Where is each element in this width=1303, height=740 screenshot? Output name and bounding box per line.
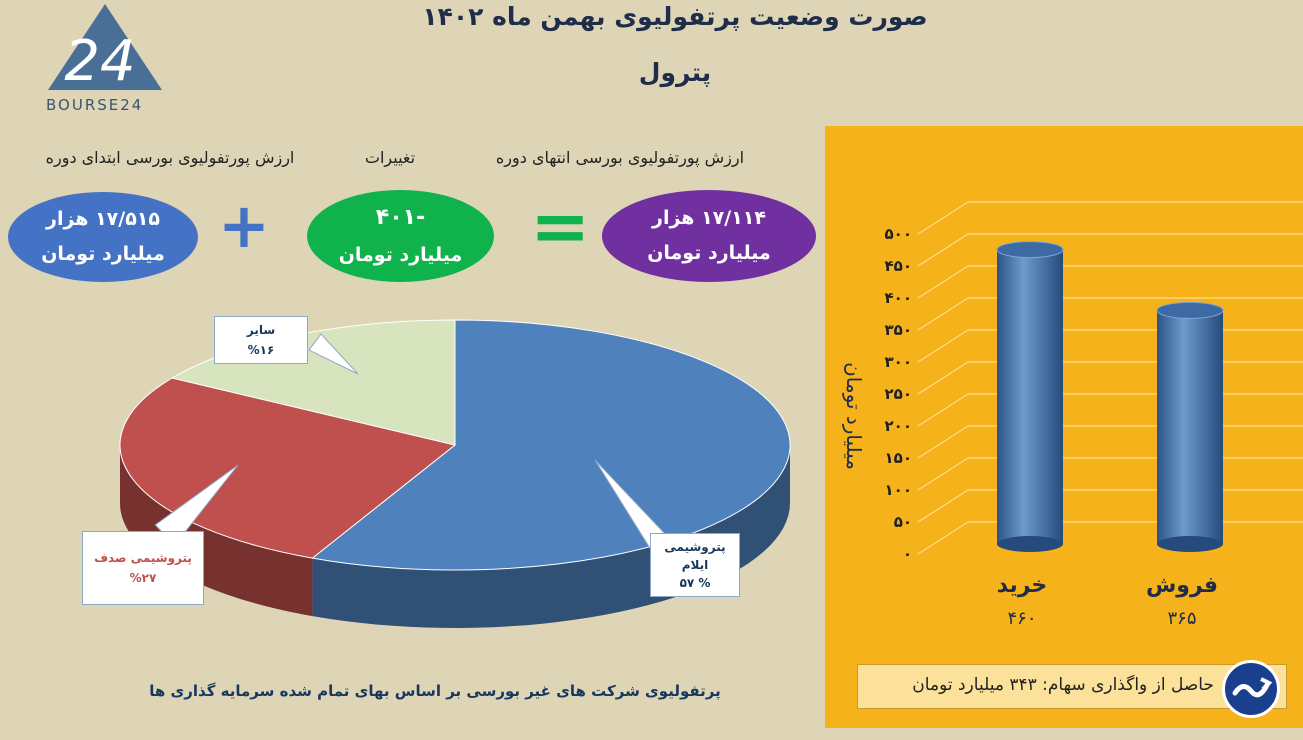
y-tick-label: ۵۰ <box>894 513 912 531</box>
end-label: ارزش پورتفولیوی بورسی انتهای دوره <box>495 148 745 167</box>
pie-slice-0 <box>311 319 791 571</box>
end-value: ۱۷/۱۱۴ هزار <box>652 207 766 230</box>
logo: 24 BOURSE24 <box>40 2 170 117</box>
plus-sign: + <box>218 189 270 262</box>
x-category-label: فروش <box>1146 573 1218 598</box>
logo-text: BOURSE24 <box>46 96 144 114</box>
grid-diag-10 <box>917 201 969 235</box>
y-tick-label: ۵۰۰ <box>885 225 912 243</box>
page-subtitle: پترول <box>638 58 712 87</box>
x-category-label: خرید <box>997 573 1048 598</box>
change-value-oval: -۴۰۱ میلیارد تومان <box>307 190 494 282</box>
y-tick-label: ۲۰۰ <box>885 417 912 435</box>
bottom-note: حاصل از واگذاری سهام: ۳۴۳ میلیارد تومان <box>912 675 1214 695</box>
change-unit: میلیارد تومان <box>338 243 463 266</box>
y-tick-label: ۴۰۰ <box>885 289 912 307</box>
bar-top-1 <box>1156 301 1224 319</box>
end-unit: میلیارد تومان <box>647 242 771 264</box>
callout-sadaf: پتروشیمی صدف %۲۷ <box>82 531 204 605</box>
callout-other: سایر %۱۶ <box>214 316 308 364</box>
bar-1 <box>1157 310 1223 544</box>
grid-diag-2 <box>917 457 969 491</box>
purchase-sale-panel <box>825 126 1303 728</box>
callout-other-name: سایر <box>246 322 276 337</box>
y-axis-title: میلیارد تومان <box>842 362 866 470</box>
grid-diag-6 <box>917 329 969 363</box>
page-title: صورت وضعیت پرتفولیوی بهمن ماه ۱۴۰۲ <box>422 2 928 31</box>
grid-diag-5 <box>917 361 969 395</box>
grid-diag-7 <box>917 297 969 331</box>
bar-value-label: ۳۶۵ <box>1167 608 1196 629</box>
bar-chart: ۰ ۵۰ ۱۰۰ ۱۵۰ ۲۰۰ ۲۵۰ ۳۰۰ ۳۵۰ ۴۰۰ ۴۵۰ ۵۰۰ میلیارد تو… <box>842 201 1303 629</box>
y-tick-label: ۱۵۰ <box>885 449 912 467</box>
callout-ilam-name-1: پتروشیمی <box>664 540 726 554</box>
y-tick-label: ۳۵۰ <box>885 321 912 339</box>
change-label: تغییرات <box>364 148 416 167</box>
grid-diag-4 <box>917 393 969 427</box>
bar-value-label: ۴۶۰ <box>1007 608 1036 629</box>
callout-ilam-name-2: ایلام <box>681 558 709 572</box>
y-tick-label: ۰ <box>903 545 912 563</box>
start-unit: میلیارد تومان <box>41 243 165 265</box>
start-label: ارزش پورتفولیوی بورسی ابتدای دوره <box>45 148 295 167</box>
callout-other-percent: %۱۶ <box>247 343 275 357</box>
logo-triangle-icon: 24 <box>48 4 162 94</box>
grid-diag-1 <box>917 489 969 523</box>
start-value: ۱۷/۵۱۵ هزار <box>46 208 160 231</box>
pie-side-1 <box>120 445 313 617</box>
bottom-note-box: حاصل از واگذاری سهام: ۳۴۳ میلیارد تومان <box>857 660 1287 718</box>
y-tick-label: ۳۰۰ <box>885 353 912 371</box>
bar-base-1 <box>1157 536 1223 552</box>
bar-base-0 <box>997 536 1063 552</box>
pie-caption: پرتفولیوی شرکت های غیر بورسی بر اساس بها… <box>149 682 721 700</box>
end-value-oval: ۱۷/۱۱۴ هزار میلیارد تومان <box>602 190 816 282</box>
callout-sadaf-percent: %۲۷ <box>129 571 157 585</box>
logo-digits: 24 <box>64 29 135 94</box>
grid-diag-9 <box>917 233 969 267</box>
y-tick-label: ۴۵۰ <box>885 257 912 275</box>
equals-sign: = <box>530 184 591 268</box>
callout-sadaf-name: پتروشیمی صدف <box>94 550 192 565</box>
grid-diag-0 <box>917 521 969 555</box>
callout-ilam: پتروشیمی ایلام % ۵۷ <box>650 533 740 597</box>
bar-0 <box>997 249 1063 544</box>
bar-top-0 <box>996 241 1064 259</box>
callout-pointer-2 <box>308 333 359 375</box>
pie-slice-1 <box>119 377 457 559</box>
start-value-oval: ۱۷/۵۱۵ هزار میلیارد تومان <box>8 192 198 282</box>
pie-chart <box>119 319 791 628</box>
bourse24-badge-icon <box>1222 660 1280 718</box>
callout-ilam-percent: % ۵۷ <box>679 576 711 590</box>
change-value: -۴۰۱ <box>375 205 426 231</box>
y-tick-label: ۱۰۰ <box>885 481 912 499</box>
y-tick-label: ۲۵۰ <box>885 385 912 403</box>
grid-diag-8 <box>917 265 969 299</box>
grid-diag-3 <box>917 425 969 459</box>
